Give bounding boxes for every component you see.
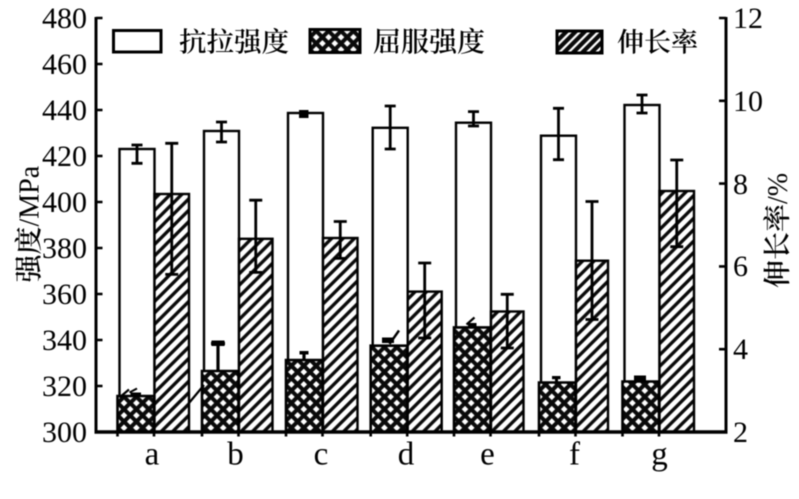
svg-text:8: 8 <box>733 168 748 201</box>
svg-text:b: b <box>227 437 244 473</box>
svg-text:320: 320 <box>42 370 87 403</box>
svg-text:340: 340 <box>42 324 87 357</box>
svg-text:420: 420 <box>42 140 87 173</box>
svg-text:480: 480 <box>42 2 87 35</box>
svg-text:/%: /% <box>763 173 794 204</box>
svg-text:d: d <box>398 437 415 473</box>
svg-text:2: 2 <box>733 416 748 449</box>
svg-text:12: 12 <box>733 2 763 35</box>
svg-text:f: f <box>569 437 580 473</box>
svg-text:380: 380 <box>42 232 87 265</box>
svg-text:440: 440 <box>42 94 87 127</box>
svg-text:300: 300 <box>42 416 87 449</box>
svg-text:c: c <box>314 437 329 473</box>
svg-text:e: e <box>480 437 495 473</box>
svg-text:6: 6 <box>733 250 748 283</box>
svg-text:460: 460 <box>42 48 87 81</box>
svg-text:400: 400 <box>42 186 87 219</box>
svg-text:10: 10 <box>733 85 763 118</box>
svg-text:g: g <box>651 437 668 473</box>
svg-text:4: 4 <box>733 333 748 366</box>
svg-text:a: a <box>145 437 160 473</box>
svg-text:/MPa: /MPa <box>15 165 46 226</box>
svg-text:360: 360 <box>42 278 87 311</box>
